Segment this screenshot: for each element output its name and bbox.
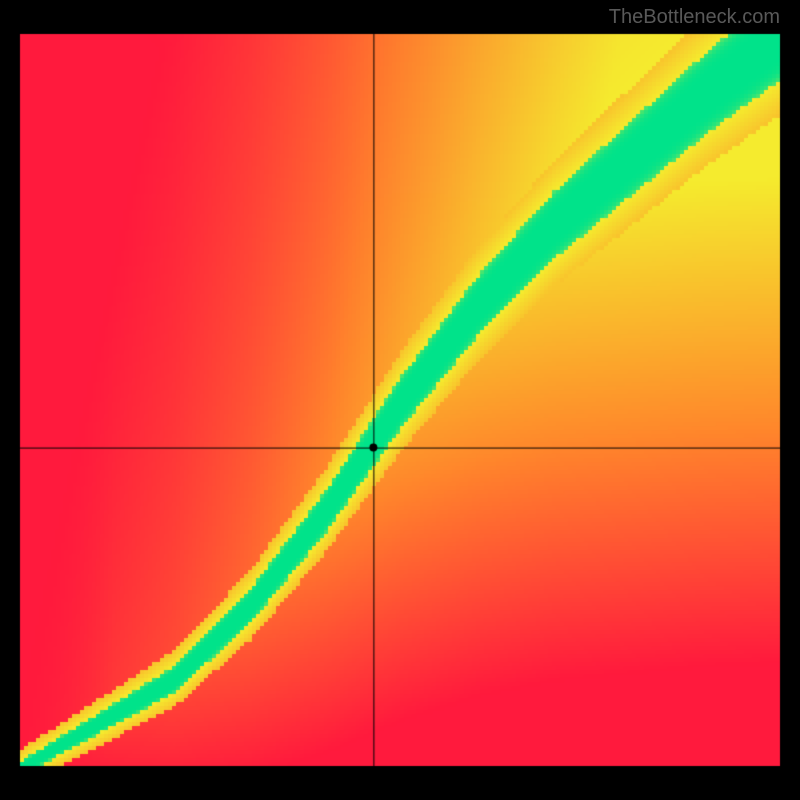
- chart-container: TheBottleneck.com: [0, 0, 800, 800]
- heatmap-canvas: [0, 0, 800, 800]
- watermark-text: TheBottleneck.com: [609, 6, 780, 29]
